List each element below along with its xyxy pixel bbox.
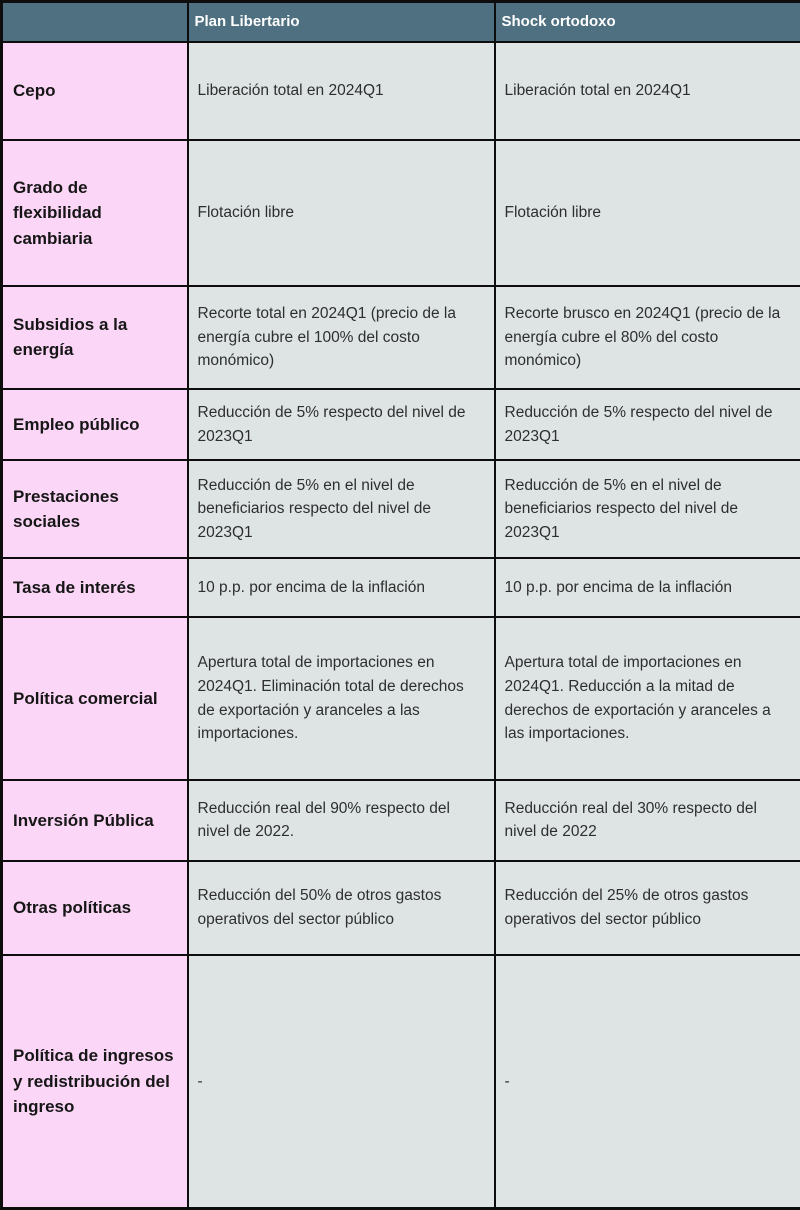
table-row: Cepo Liberación total en 2024Q1 Liberaci…	[0, 40, 800, 141]
plan-libertario-cell: -	[186, 953, 496, 1210]
plan-libertario-cell: Recorte total en 2024Q1 (precio de la en…	[186, 284, 496, 391]
plan-libertario-cell: Reducción del 50% de otros gastos operat…	[186, 859, 496, 956]
plan-libertario-cell: 10 p.p. por encima de la inflación	[186, 557, 496, 619]
table-row: Inversión Pública Reducción real del 90%…	[0, 778, 800, 862]
plan-libertario-cell: Reducción de 5% en el nivel de beneficia…	[186, 459, 496, 560]
table-row: Tasa de interés 10 p.p. por encima de la…	[0, 557, 800, 619]
shock-ortodoxo-cell: Reducción de 5% en el nivel de beneficia…	[493, 459, 800, 560]
table-body: Cepo Liberación total en 2024Q1 Liberaci…	[0, 40, 800, 1210]
plan-libertario-cell: Liberación total en 2024Q1	[186, 40, 496, 141]
plan-libertario-cell: Flotación libre	[186, 138, 496, 287]
shock-ortodoxo-cell: Apertura total de importaciones en 2024Q…	[493, 616, 800, 781]
column-header-plan-libertario: Plan Libertario	[186, 0, 496, 43]
shock-ortodoxo-cell: Reducción del 25% de otros gastos operat…	[493, 859, 800, 956]
row-label: Empleo público	[0, 388, 189, 462]
row-label: Subsidios a la energía	[0, 284, 189, 391]
table-row: Prestaciones sociales Reducción de 5% en…	[0, 459, 800, 560]
shock-ortodoxo-cell: -	[493, 953, 800, 1210]
shock-ortodoxo-cell: 10 p.p. por encima de la inflación	[493, 557, 800, 619]
table-row: Política comercial Apertura total de imp…	[0, 616, 800, 781]
table-row: Empleo público Reducción de 5% respecto …	[0, 388, 800, 462]
shock-ortodoxo-cell: Liberación total en 2024Q1	[493, 40, 800, 141]
corner-cell	[0, 0, 189, 43]
shock-ortodoxo-cell: Reducción de 5% respecto del nivel de 20…	[493, 388, 800, 462]
plan-libertario-cell: Apertura total de importaciones en 2024Q…	[186, 616, 496, 781]
table-row: Grado de flexibilidad cambiaria Flotació…	[0, 138, 800, 287]
shock-ortodoxo-cell: Flotación libre	[493, 138, 800, 287]
header-row: Plan Libertario Shock ortodoxo	[0, 0, 800, 43]
column-header-shock-ortodoxo: Shock ortodoxo	[493, 0, 800, 43]
table-header: Plan Libertario Shock ortodoxo	[0, 0, 800, 43]
row-label: Política comercial	[0, 616, 189, 781]
shock-ortodoxo-cell: Recorte brusco en 2024Q1 (precio de la e…	[493, 284, 800, 391]
row-label: Otras políticas	[0, 859, 189, 956]
table-row: Otras políticas Reducción del 50% de otr…	[0, 859, 800, 956]
row-label: Cepo	[0, 40, 189, 141]
table-row: Política de ingresos y redistribución de…	[0, 953, 800, 1210]
row-label: Grado de flexibilidad cambiaria	[0, 138, 189, 287]
plan-libertario-cell: Reducción de 5% respecto del nivel de 20…	[186, 388, 496, 462]
plan-libertario-cell: Reducción real del 90% respecto del nive…	[186, 778, 496, 862]
row-label: Prestaciones sociales	[0, 459, 189, 560]
row-label: Política de ingresos y redistribución de…	[0, 953, 189, 1210]
shock-ortodoxo-cell: Reducción real del 30% respecto del nive…	[493, 778, 800, 862]
table-row: Subsidios a la energía Recorte total en …	[0, 284, 800, 391]
row-label: Inversión Pública	[0, 778, 189, 862]
row-label: Tasa de interés	[0, 557, 189, 619]
